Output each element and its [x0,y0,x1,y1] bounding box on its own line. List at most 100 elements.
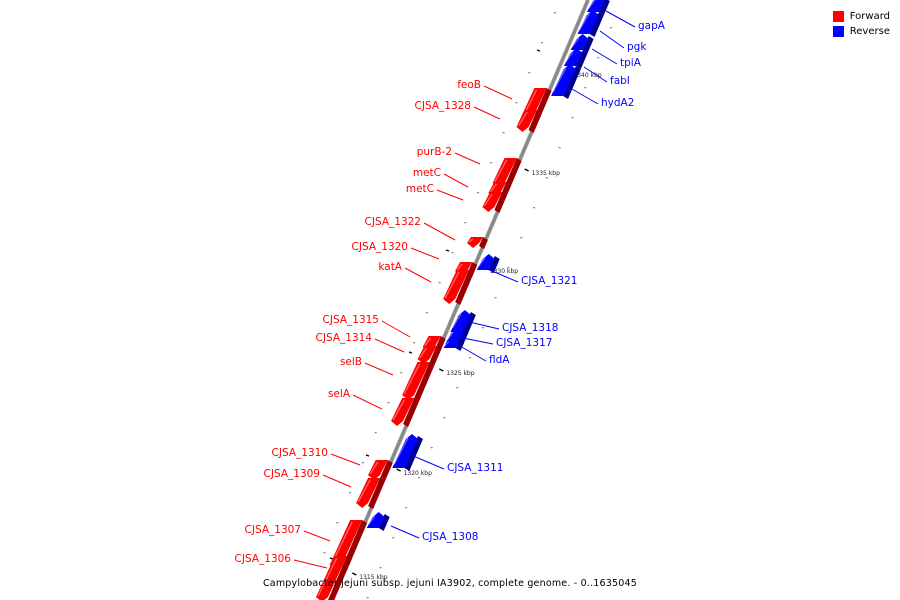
gene-label-feob-5[interactable]: feoB [457,79,481,91]
marker-dash [456,387,459,389]
backbone-marker-layer [310,12,612,599]
leader-line [293,559,328,569]
gene-label-cjsa-1328-6[interactable]: CJSA_1328 [415,100,471,112]
gene-label-cjsa-1307-25[interactable]: CJSA_1307 [245,524,301,536]
gene-label-cjsa-1310-22[interactable]: CJSA_1310 [272,447,328,459]
leader-line [330,453,361,466]
gene-block-side [455,270,474,305]
gene-block-highlight [317,557,338,597]
gene-label-hyda2-4[interactable]: hydA2 [601,97,634,109]
marker-dash [387,402,390,404]
gene-metc-9[interactable] [482,192,508,213]
leader-line [374,338,405,353]
gene-gapa-0[interactable] [586,0,610,15]
gene-cjsa-1318-14[interactable] [450,310,476,335]
marker-dash [545,177,548,179]
leader-line [599,30,625,49]
gene-label-purb-2-7[interactable]: purB-2 [417,146,452,158]
gene-block-highlight [368,515,376,525]
gene-pgk-1[interactable] [577,10,604,37]
gene-cjsa-1314-18[interactable] [417,346,442,365]
tick-mark [351,572,357,576]
gene-label-cjsa-1308-24[interactable]: CJSA_1308 [422,531,478,543]
gene-kata-12[interactable] [443,270,474,305]
leader-line [454,152,481,165]
marker-dash [477,192,480,194]
gene-block-highlight [451,313,462,329]
marker-dash [597,57,600,59]
gene-label-flda-16[interactable]: fldA [489,354,510,366]
marker-dash [571,117,574,119]
gene-hyda2-4[interactable] [551,64,581,99]
gene-cjsa-1306-26[interactable] [316,556,352,600]
gene-label-cjsa-1306-26[interactable]: CJSA_1306 [235,553,292,565]
marker-dash [469,357,472,359]
marker-dash [451,252,454,254]
tick-label: 1325 kbp [446,370,474,377]
gene-label-selb-19[interactable]: selB [340,356,362,368]
legend-label-forward: Forward [849,11,890,22]
tick-mark [438,368,444,372]
leader-line [443,173,469,188]
gene-block-highlight [493,159,508,183]
tick-label: 1340 kbp [573,72,601,79]
gene-label-kata-12[interactable]: katA [378,261,402,273]
marker-dash [374,432,377,434]
gene-label-sela-20[interactable]: selA [328,388,351,400]
gene-block-highlight [424,337,432,347]
minor-mark [445,249,450,252]
gene-label-cjsa-1309-23[interactable]: CJSA_1309 [264,468,320,480]
gene-label-cjsa-1320-11[interactable]: CJSA_1320 [352,241,408,253]
gene-label-pgk-1[interactable]: pgk [627,41,647,53]
gene-label-cjsa-1318-14[interactable]: CJSA_1318 [502,322,558,334]
gene-label-cjsa-1315-17[interactable]: CJSA_1315 [323,314,379,326]
gene-cjsa-1309-23[interactable] [356,478,386,509]
leader-line [410,454,445,470]
gene-block [356,478,381,508]
gene-label-cjsa-1322-10[interactable]: CJSA_1322 [365,216,421,228]
gene-cjsa-1322-10[interactable] [467,237,488,249]
gene-fabi-3[interactable] [563,48,588,69]
gene-tpia-2[interactable] [570,34,594,53]
gene-block-side [504,158,522,189]
gene-label-fabi-3[interactable]: fabI [610,75,630,87]
marker-dash [392,537,395,539]
gene-block-side [380,460,393,481]
gene-selb-19[interactable] [402,362,435,401]
gene-cjsa-1328-6[interactable] [516,110,543,133]
marker-dash [413,342,416,344]
gene-label-metc-9[interactable]: metC [406,183,434,195]
gene-cjsa-1311-21[interactable] [392,434,423,471]
gene-label-cjsa-1321-13[interactable]: CJSA_1321 [521,275,577,287]
gene-block-side [575,50,588,69]
marker-dash [366,597,369,599]
leader-line [605,10,636,28]
minor-mark [408,351,413,354]
gene-block-side [589,12,604,37]
gene-label-tpia-2[interactable]: tpiA [620,57,642,69]
gene-block-side [488,256,500,273]
gene-block [570,34,589,50]
tick-mark [396,468,401,472]
gene-label-gapa-0[interactable]: gapA [638,20,666,32]
gene-cjsa-1321-13[interactable] [476,254,500,273]
gene-label-cjsa-1311-21[interactable]: CJSA_1311 [447,462,503,474]
gene-cjsa-1308-24[interactable] [366,512,390,531]
gene-block-side [414,362,435,401]
leader-line [473,106,501,120]
gene-label-cjsa-1317-15[interactable]: CJSA_1317 [496,337,552,349]
gene-block [445,328,464,344]
marker-dash [464,222,467,224]
minor-mark [365,454,370,457]
gene-cjsa-1310-22[interactable] [368,460,393,481]
marker-dash [361,462,364,464]
gene-label-cjsa-1314-18[interactable]: CJSA_1314 [316,332,373,344]
legend-item-reverse: Reverse [832,24,890,39]
gene-label-metc-8[interactable]: metC [413,167,441,179]
marker-dash [379,567,382,569]
leader-line [423,222,456,241]
gene-sela-20[interactable] [391,398,420,427]
marker-dash [405,507,408,509]
marker-dash [323,552,326,554]
gene-purb-2-7[interactable] [492,158,522,189]
